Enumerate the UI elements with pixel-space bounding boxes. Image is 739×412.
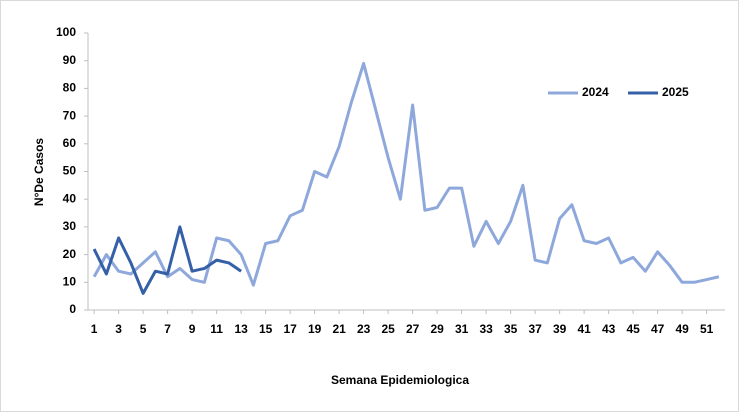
y-tick-label: 30: [63, 219, 77, 233]
x-tick-label: 51: [700, 322, 714, 336]
x-tick-label: 43: [602, 322, 616, 336]
y-tick-label: 20: [63, 247, 77, 261]
legend-label: 2025: [662, 85, 689, 99]
x-tick-label: 3: [115, 322, 122, 336]
x-tick-label: 1: [91, 322, 98, 336]
legend-label: 2024: [582, 85, 609, 99]
y-tick-label: 40: [63, 191, 77, 205]
x-tick-label: 21: [332, 322, 346, 336]
y-tick-label: 50: [63, 164, 77, 178]
series-line: [92, 61, 720, 287]
y-tick-label: 0: [69, 302, 76, 316]
x-tick-label: 25: [381, 322, 395, 336]
x-tick-label: 37: [528, 322, 542, 336]
y-tick-label: 70: [63, 108, 77, 122]
y-tick-label: 100: [56, 25, 76, 39]
y-axis-label: N°De Casos: [32, 138, 46, 206]
x-tick-label: 31: [455, 322, 469, 336]
x-tick-label: 7: [164, 322, 171, 336]
series-line: [92, 225, 242, 295]
x-tick-label: 13: [234, 322, 248, 336]
y-tick-label: 80: [63, 81, 77, 95]
x-tick-label: 47: [651, 322, 665, 336]
x-tick-label: 35: [504, 322, 518, 336]
x-tick-label: 5: [140, 322, 147, 336]
x-tick-label: 33: [479, 322, 493, 336]
x-tick-label: 29: [430, 322, 444, 336]
x-tick-label: 49: [675, 322, 689, 336]
x-tick-label: 17: [283, 322, 297, 336]
y-tick-label: 90: [63, 53, 77, 67]
x-tick-label: 39: [553, 322, 567, 336]
x-tick-label: 45: [626, 322, 640, 336]
x-tick-label: 15: [259, 322, 273, 336]
x-tick-label: 19: [308, 322, 322, 336]
x-axis-label: Semana Epidemiologica: [331, 373, 469, 387]
x-tick-label: 27: [406, 322, 420, 336]
y-tick-label: 10: [63, 274, 77, 288]
x-tick-label: 23: [357, 322, 371, 336]
x-tick-label: 9: [189, 322, 196, 336]
y-tick-label: 60: [63, 136, 77, 150]
x-tick-label: 11: [210, 322, 223, 336]
x-tick-label: 41: [577, 322, 591, 336]
